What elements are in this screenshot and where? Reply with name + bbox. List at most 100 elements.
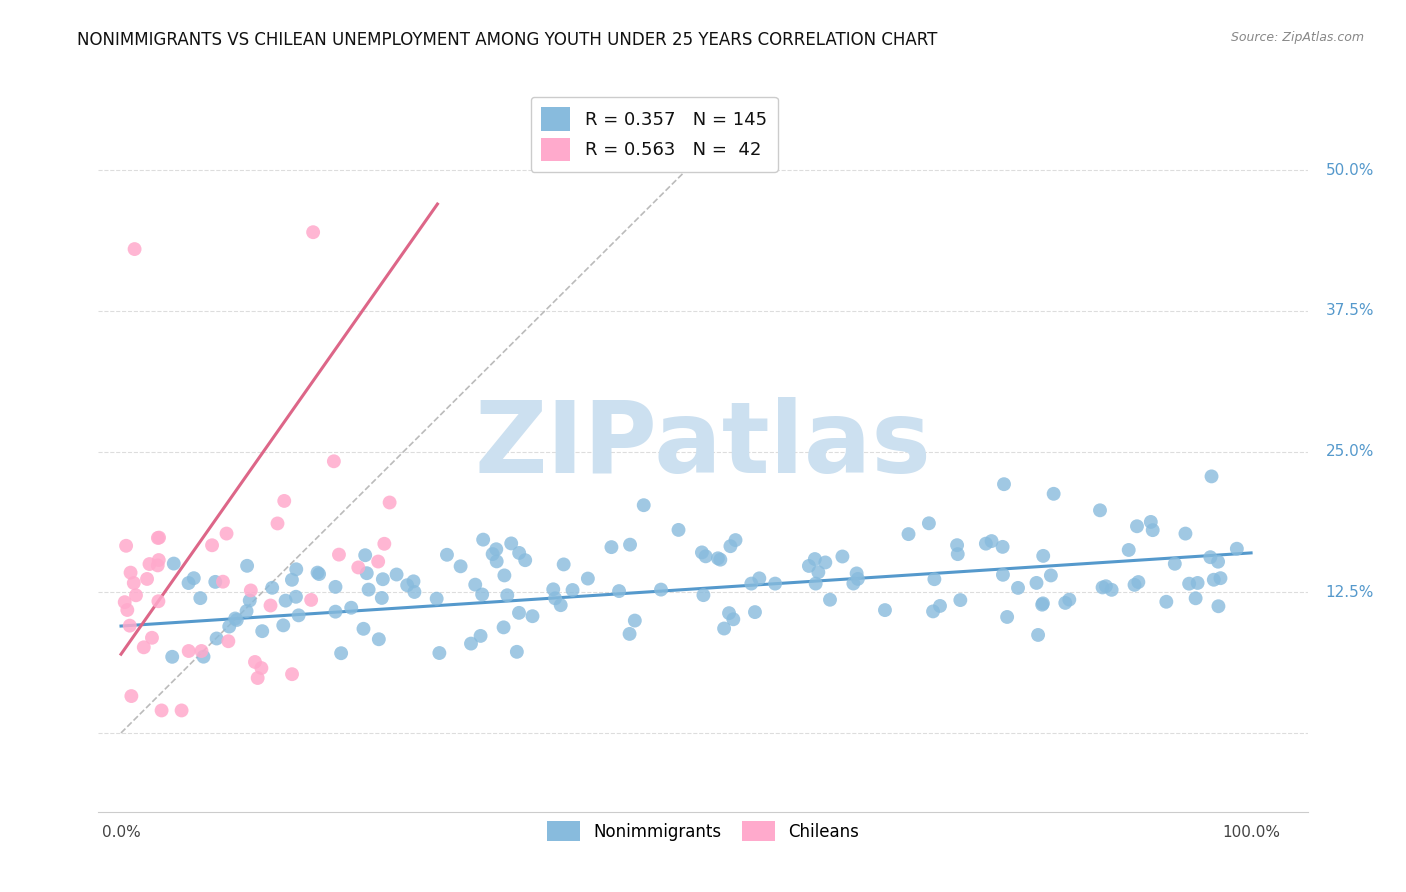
Point: [472, 533, 495, 547]
Point: [470, 629, 492, 643]
Point: [177, 644, 200, 658]
Point: [354, 548, 377, 562]
Point: [709, 552, 731, 566]
Point: [287, 608, 309, 623]
Point: [146, 531, 169, 545]
Point: [690, 545, 713, 559]
Point: [929, 599, 952, 613]
Point: [553, 558, 575, 572]
Point: [508, 546, 530, 560]
Point: [120, 689, 142, 703]
Point: [450, 559, 472, 574]
Point: [274, 593, 297, 607]
Point: [974, 536, 997, 550]
Point: [918, 516, 941, 531]
Point: [924, 572, 946, 586]
Point: [1208, 599, 1230, 614]
Point: [356, 566, 378, 581]
Point: [713, 622, 735, 636]
Point: [177, 576, 200, 591]
Point: [561, 582, 583, 597]
Point: [763, 576, 786, 591]
Point: [718, 606, 741, 620]
Text: ZIPatlas: ZIPatlas: [475, 398, 931, 494]
Point: [183, 571, 205, 585]
Point: [748, 571, 770, 585]
Point: [396, 578, 419, 592]
Point: [692, 588, 714, 602]
Point: [427, 646, 450, 660]
Point: [224, 611, 246, 625]
Point: [607, 584, 630, 599]
Point: [402, 574, 425, 589]
Point: [114, 595, 136, 609]
Point: [239, 593, 262, 607]
Point: [302, 225, 325, 239]
Point: [136, 572, 159, 586]
Text: 37.5%: 37.5%: [1326, 303, 1374, 318]
Point: [225, 613, 247, 627]
Legend: Nonimmigrants, Chileans: Nonimmigrants, Chileans: [540, 814, 866, 847]
Point: [235, 604, 257, 618]
Point: [1164, 557, 1187, 571]
Point: [804, 552, 827, 566]
Point: [141, 631, 163, 645]
Point: [250, 661, 273, 675]
Point: [215, 526, 238, 541]
Point: [262, 581, 284, 595]
Point: [193, 649, 215, 664]
Point: [1032, 596, 1054, 610]
Point: [1187, 576, 1209, 591]
Point: [1126, 519, 1149, 533]
Point: [308, 567, 330, 582]
Point: [1091, 581, 1114, 595]
Point: [190, 644, 212, 658]
Point: [436, 548, 458, 562]
Point: [995, 610, 1018, 624]
Point: [371, 572, 394, 586]
Point: [124, 242, 146, 256]
Point: [330, 646, 353, 660]
Point: [946, 538, 969, 552]
Point: [922, 604, 945, 618]
Point: [481, 547, 503, 561]
Point: [148, 531, 170, 545]
Point: [897, 527, 920, 541]
Point: [1174, 526, 1197, 541]
Point: [273, 494, 295, 508]
Point: [1142, 523, 1164, 537]
Point: [1095, 579, 1118, 593]
Point: [522, 609, 544, 624]
Point: [325, 605, 347, 619]
Point: [357, 582, 380, 597]
Point: [307, 566, 329, 580]
Point: [991, 540, 1014, 554]
Point: [494, 568, 516, 582]
Point: [367, 632, 389, 647]
Point: [720, 539, 742, 553]
Point: [217, 634, 239, 648]
Point: [204, 574, 226, 589]
Point: [160, 649, 183, 664]
Point: [993, 477, 1015, 491]
Point: [243, 655, 266, 669]
Point: [744, 605, 766, 619]
Point: [148, 553, 170, 567]
Point: [845, 566, 868, 581]
Point: [576, 572, 599, 586]
Point: [492, 620, 515, 634]
Point: [1088, 503, 1111, 517]
Point: [544, 591, 567, 606]
Text: 25.0%: 25.0%: [1326, 444, 1374, 459]
Text: Source: ZipAtlas.com: Source: ZipAtlas.com: [1230, 31, 1364, 45]
Point: [367, 555, 389, 569]
Point: [991, 567, 1014, 582]
Point: [271, 618, 294, 632]
Point: [1123, 578, 1146, 592]
Point: [1031, 598, 1053, 612]
Point: [385, 567, 408, 582]
Point: [1202, 573, 1225, 587]
Text: 12.5%: 12.5%: [1326, 585, 1374, 599]
Point: [236, 558, 259, 573]
Point: [188, 591, 211, 606]
